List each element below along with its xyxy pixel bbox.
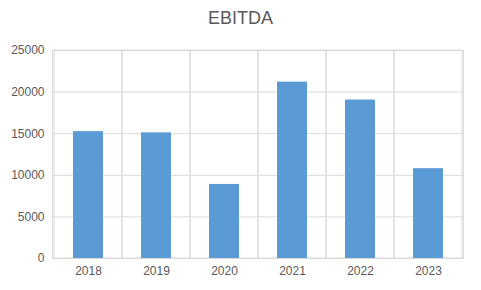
svg-text:25000: 25000 bbox=[11, 43, 45, 57]
html-text:EBITDA: EBITDA bbox=[208, 8, 273, 28]
svg-text:0: 0 bbox=[38, 251, 45, 265]
svg-text:2018: 2018 bbox=[75, 264, 102, 278]
svg-text:5000: 5000 bbox=[18, 210, 45, 224]
svg-text:2019: 2019 bbox=[143, 264, 170, 278]
svg-text:20000: 20000 bbox=[11, 85, 45, 99]
svg-text:2022: 2022 bbox=[347, 264, 374, 278]
svg-text:2020: 2020 bbox=[211, 264, 238, 278]
svg-text:15000: 15000 bbox=[11, 127, 45, 141]
svg-text:10000: 10000 bbox=[11, 168, 45, 182]
svg-text:2021: 2021 bbox=[279, 264, 306, 278]
svg-text:2023: 2023 bbox=[415, 264, 442, 278]
